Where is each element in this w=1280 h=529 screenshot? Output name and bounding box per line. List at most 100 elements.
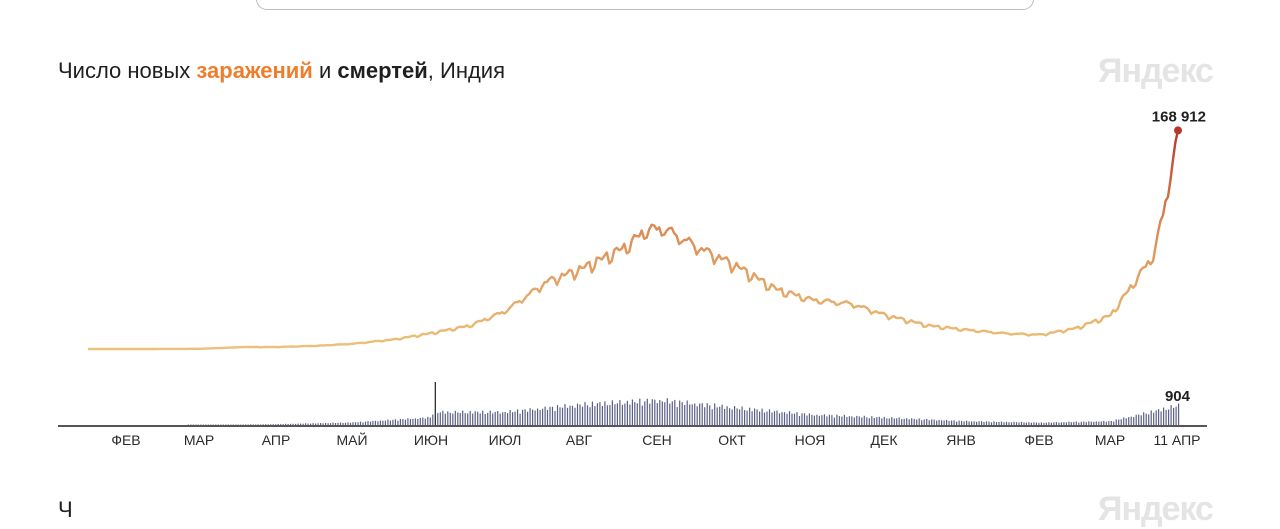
deaths-bar	[325, 422, 327, 425]
deaths-bar	[332, 422, 334, 425]
deaths-bar	[464, 413, 466, 425]
deaths-bar	[963, 421, 965, 425]
deaths-bar	[1073, 422, 1075, 425]
deaths-bar	[686, 400, 688, 425]
deaths-bar	[1028, 422, 1030, 425]
deaths-bar	[886, 418, 888, 425]
deaths-bar	[559, 407, 561, 425]
deaths-bar	[659, 400, 661, 425]
deaths-bar	[412, 418, 414, 425]
deaths-bar	[985, 421, 988, 425]
deaths-bar	[709, 405, 711, 425]
title-prefix: Число новых	[58, 58, 197, 83]
deaths-bar	[948, 420, 950, 425]
deaths-bar	[913, 419, 915, 425]
deaths-bar	[704, 407, 706, 425]
deaths-bar	[828, 414, 830, 425]
deaths-bar	[998, 421, 1000, 425]
deaths-bar	[235, 424, 237, 425]
deaths-bar	[374, 420, 376, 425]
deaths-bar	[591, 401, 593, 425]
deaths-bar	[1110, 421, 1112, 425]
deaths-bar	[402, 419, 404, 425]
deaths-bar	[1175, 406, 1177, 425]
deaths-bar	[806, 415, 808, 425]
deaths-bar	[833, 417, 835, 425]
deaths-bar	[916, 419, 918, 425]
infections-peak-point	[1174, 126, 1182, 135]
deaths-bar	[968, 421, 970, 425]
deaths-bar	[988, 421, 990, 425]
infections-line	[88, 130, 1180, 351]
deaths-bar	[280, 424, 282, 425]
deaths-bar	[509, 410, 511, 425]
deaths-bar	[971, 421, 973, 425]
deaths-bar	[644, 401, 646, 425]
deaths-bar	[397, 420, 399, 425]
deaths-bar	[497, 411, 499, 425]
deaths-bar	[564, 404, 566, 425]
deaths-bar	[329, 423, 332, 425]
deaths-bar	[893, 418, 895, 425]
deaths-bar	[477, 411, 479, 425]
deaths-bar	[384, 420, 386, 425]
deaths-bar	[911, 418, 913, 425]
deaths-bar	[873, 418, 875, 425]
deaths-bar	[823, 414, 825, 425]
deaths-bar	[527, 411, 529, 425]
deaths-bar	[454, 410, 456, 425]
deaths-bar	[504, 412, 506, 425]
deaths-bar	[848, 416, 850, 425]
deaths-bar	[611, 400, 613, 425]
deaths-bar	[270, 424, 272, 425]
deaths-bar	[1080, 421, 1082, 425]
deaths-bar	[532, 409, 534, 425]
deaths-bar	[220, 424, 222, 425]
deaths-bar	[656, 403, 658, 425]
deaths-bar	[394, 419, 396, 425]
deaths-bar	[788, 411, 791, 425]
yandex-logo: Яндекс	[1098, 52, 1214, 90]
deaths-bar	[689, 404, 691, 425]
deaths-bar	[357, 422, 359, 425]
deaths-bar	[1173, 407, 1175, 425]
deaths-bar	[479, 413, 481, 425]
deaths-bar	[1085, 422, 1087, 425]
deaths-bar	[1143, 412, 1145, 425]
deaths-bar	[195, 424, 197, 425]
x-tick-label: МАР	[1095, 432, 1125, 448]
deaths-bar	[245, 424, 247, 425]
deaths-bar	[669, 403, 671, 425]
deaths-bar	[414, 418, 416, 425]
deaths-bar	[791, 413, 793, 425]
deaths-bar	[1135, 414, 1137, 425]
deaths-bar	[941, 420, 943, 425]
deaths-bar	[312, 423, 314, 425]
deaths-bar	[878, 416, 880, 425]
deaths-bar	[938, 420, 940, 425]
deaths-bar	[714, 403, 716, 425]
deaths-bar	[529, 408, 531, 425]
deaths-bar	[242, 424, 244, 425]
deaths-bar	[624, 403, 626, 425]
deaths-bar	[744, 410, 746, 425]
infections-peak-label: 168 912	[1152, 108, 1206, 125]
deaths-bar	[339, 422, 342, 425]
deaths-bar	[594, 406, 596, 425]
deaths-bar	[342, 422, 344, 425]
deaths-bar	[205, 424, 207, 425]
deaths-bar	[457, 412, 459, 425]
deaths-bar	[589, 407, 591, 425]
deaths-bar	[729, 408, 731, 425]
deaths-bar	[367, 421, 369, 425]
deaths-bar	[1070, 422, 1072, 425]
deaths-bar	[803, 413, 806, 425]
deaths-bar	[442, 410, 444, 425]
deaths-bar	[222, 424, 224, 425]
deaths-bar	[876, 417, 878, 425]
deaths-bar	[599, 402, 601, 425]
deaths-bar	[190, 424, 192, 425]
deaths-bar	[494, 411, 496, 425]
deaths-bar	[492, 413, 494, 425]
deaths-bar	[754, 408, 756, 425]
